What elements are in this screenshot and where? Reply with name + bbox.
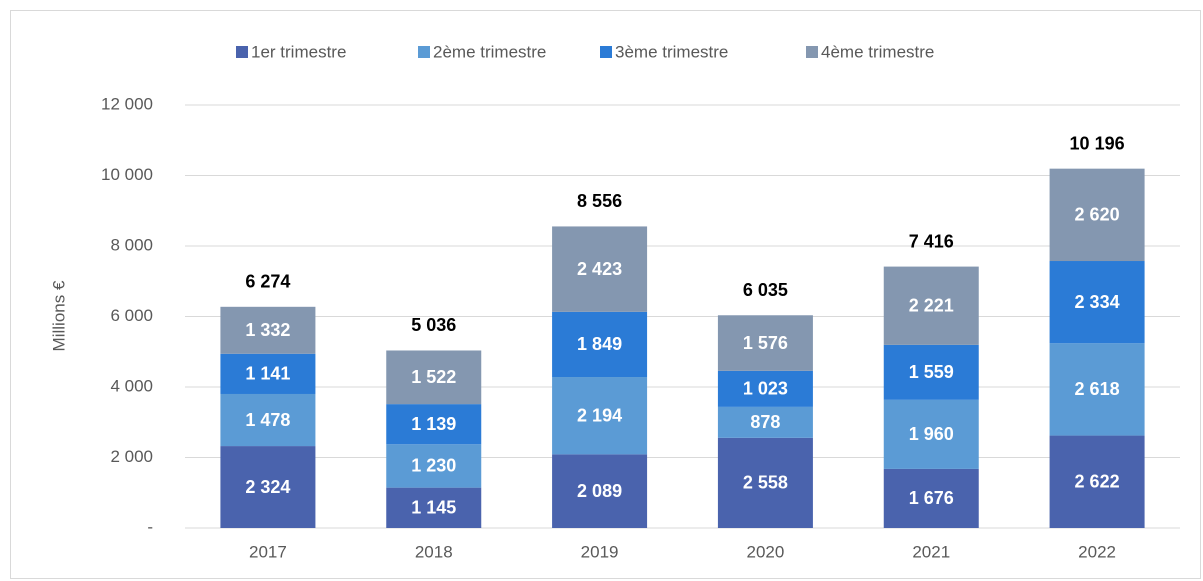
y-axis-label: Millions € [49,280,68,351]
bar-segment [883,399,979,469]
total-label: 8 556 [577,191,622,211]
data-label: 1 139 [411,414,456,434]
bar-segment [220,446,316,528]
data-label: 2 618 [1075,379,1120,399]
bar-segment [883,344,979,400]
bar-segment [220,393,316,447]
y-tick-label: 2 000 [110,447,153,466]
bar-segment [220,306,316,354]
data-label: 2 558 [743,473,788,493]
legend-label: 1er trimestre [251,42,346,61]
data-label: 2 324 [245,477,290,497]
bar-segment [552,311,648,378]
data-label: 1 576 [743,333,788,353]
data-label: 1 230 [411,456,456,476]
data-label: 1 478 [245,410,290,430]
bar-segment [552,377,648,455]
x-tick-label: 2019 [581,542,619,561]
legend-swatch [600,46,612,58]
legend-label: 3ème trimestre [615,42,728,61]
x-tick-label: 2018 [415,542,453,561]
bar-segment [1049,261,1145,344]
bar-segment [717,437,813,528]
bar-segment [717,406,813,438]
bar-segment [717,315,813,371]
data-label: 1 559 [909,362,954,382]
bar-segment [552,454,648,528]
data-label: 1 023 [743,379,788,399]
x-tick-label: 2020 [747,542,785,561]
data-label: 1 145 [411,498,456,518]
bar-segment [883,266,979,345]
bar-segment [386,487,482,528]
y-tick-label: 6 000 [110,306,153,325]
bar-segment [1049,435,1145,528]
legend-label: 2ème trimestre [433,42,546,61]
bar-segment [1049,168,1145,262]
total-label: 5 036 [411,315,456,335]
data-label: 1 849 [577,334,622,354]
y-tick-label: 10 000 [101,165,153,184]
y-tick-label: 12 000 [101,94,153,113]
data-label: 2 089 [577,481,622,501]
y-tick-label: - [147,517,153,536]
data-label: 1 522 [411,367,456,387]
bar-segment [386,404,482,445]
chart-border [10,10,1201,579]
bar-segment [552,226,648,312]
legend-label: 4ème trimestre [821,42,934,61]
data-label: 2 194 [577,405,622,425]
data-label: 1 141 [245,364,290,384]
bar-segment [1049,343,1145,436]
data-label: 2 622 [1075,472,1120,492]
y-tick-label: 4 000 [110,376,153,395]
data-label: 1 676 [909,488,954,508]
data-label: 878 [750,412,780,432]
total-label: 7 416 [909,231,954,251]
y-tick-label: 8 000 [110,235,153,254]
legend-swatch [236,46,248,58]
total-label: 6 035 [743,280,788,300]
data-label: 2 221 [909,295,954,315]
legend-swatch [418,46,430,58]
total-label: 10 196 [1070,133,1125,153]
bar-segment [883,468,979,528]
total-label: 6 274 [245,272,290,292]
x-tick-label: 2022 [1078,542,1116,561]
data-label: 1 960 [909,424,954,444]
data-label: 1 332 [245,320,290,340]
x-tick-label: 2017 [249,542,287,561]
bar-segment [717,370,813,407]
legend-swatch [806,46,818,58]
x-tick-label: 2021 [912,542,950,561]
data-label: 2 334 [1075,292,1120,312]
bar-segment [386,444,482,488]
data-label: 2 423 [577,259,622,279]
bar-segment [220,353,316,394]
data-label: 2 620 [1075,205,1120,225]
bar-segment [386,350,482,405]
